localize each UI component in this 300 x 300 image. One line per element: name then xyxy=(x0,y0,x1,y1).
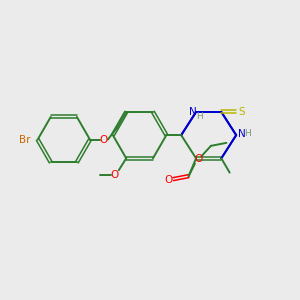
Text: Br: Br xyxy=(20,135,31,145)
Text: N: N xyxy=(189,107,197,117)
Text: O: O xyxy=(100,135,108,145)
Text: S: S xyxy=(238,107,245,117)
Text: N: N xyxy=(238,129,245,139)
Text: H: H xyxy=(196,112,202,121)
Text: O: O xyxy=(164,175,172,185)
Text: O: O xyxy=(111,170,119,180)
Text: O: O xyxy=(194,154,202,164)
Text: H: H xyxy=(244,129,251,138)
